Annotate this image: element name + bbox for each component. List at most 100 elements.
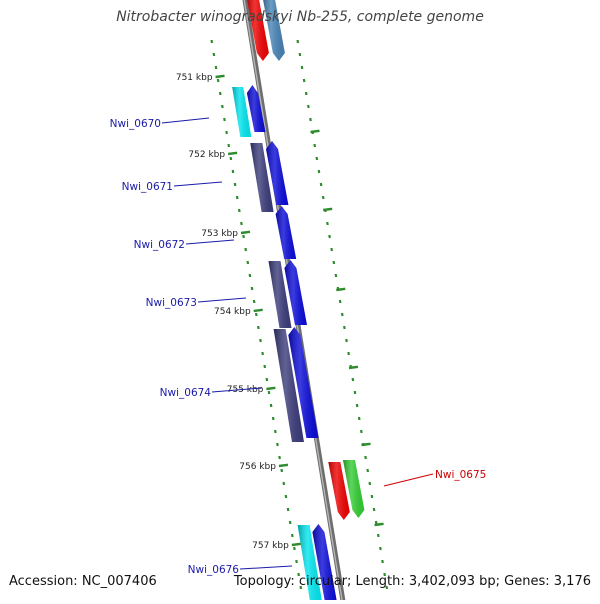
scale-dot-left <box>282 481 286 486</box>
scale-dot-right <box>307 104 310 109</box>
scale-dot-right <box>317 169 321 174</box>
scale-dot-right <box>309 117 312 122</box>
gene-block-shade-14 <box>312 524 338 604</box>
scale-tick-major <box>227 151 238 156</box>
scale-dot-right <box>321 195 325 200</box>
scale-dot-left <box>257 325 260 330</box>
gene-block-shade-10 <box>288 327 319 438</box>
scale-dot-left <box>252 299 256 304</box>
scale-tick-label: 756 kbp <box>239 462 276 472</box>
scale-dot-right <box>334 273 338 278</box>
labels-group: 751 kbp 752 kbp 753 kbp 754 kbp 755 kbp 756 k… <box>110 73 487 576</box>
scale-dot-left <box>280 468 284 473</box>
scale-dot-right <box>298 52 302 57</box>
scale-dot-right <box>374 520 378 525</box>
scale-dot-right <box>351 377 355 382</box>
gene-block-shade-13 <box>297 525 323 604</box>
scale-tick-major-right <box>336 287 346 292</box>
scale-dot-left <box>265 377 269 382</box>
scale-dot-right <box>296 39 300 44</box>
scale-dot-right <box>304 91 308 96</box>
scale-dot-left <box>250 286 254 291</box>
gene-label-leader <box>239 565 293 570</box>
gene-block-shade-0 <box>247 0 269 61</box>
gene-label: Nwi_0676 <box>188 564 240 576</box>
scale-dot-right <box>376 533 380 538</box>
scale-dot-right <box>319 182 323 187</box>
scale-dot-right <box>330 247 334 252</box>
gene-label: Nwi_0673 <box>146 297 197 309</box>
scale-dot-left <box>233 182 237 187</box>
scale-tick-major-right <box>361 442 371 447</box>
scale-dot-left <box>271 416 275 421</box>
gene-label-leader <box>173 181 223 187</box>
scale-dot-right <box>343 325 346 330</box>
scale-tick-major <box>291 542 301 547</box>
scale-dot-right <box>326 221 329 226</box>
gene-block-shade-3 <box>246 85 266 132</box>
scale-dot-left <box>221 104 224 109</box>
scale-dot-left <box>225 130 228 135</box>
scale-dot-right <box>355 403 359 408</box>
gene-block-shade-11 <box>328 462 350 520</box>
scale-dot-left <box>269 403 273 408</box>
gene-block-shade-1 <box>263 0 285 61</box>
scale-dot-left <box>240 221 243 226</box>
gene-block-shade-12 <box>343 460 365 518</box>
gene-block-shade-4 <box>250 143 274 212</box>
accession-text: Accession: NC_007406 <box>9 574 157 589</box>
gene-label: Nwi_0672 <box>134 239 185 251</box>
gene-block-shade-8 <box>284 260 307 325</box>
scale-dot-left <box>261 351 264 356</box>
scale-dot-left <box>284 494 288 499</box>
scale-dot-right <box>340 312 344 317</box>
topology-text: Topology: circular; Length: 3,402,093 bp… <box>233 574 591 589</box>
scale-dot-right <box>313 143 317 148</box>
scale-tick-label: 751 kbp <box>176 73 213 83</box>
scale-dot-left <box>248 273 252 278</box>
scale-tick-major-right <box>323 207 333 212</box>
gene-label-leader <box>197 297 247 303</box>
scale-dot-left <box>293 546 296 551</box>
scale-dot-left <box>290 533 294 538</box>
scale-dot-right <box>381 559 384 564</box>
scale-dot-left <box>242 234 245 239</box>
scale-dot-right <box>315 156 319 161</box>
scale-dot-right <box>300 65 304 70</box>
scale-dot-left <box>286 507 290 512</box>
scale-tick-major-right <box>310 129 320 134</box>
scale-tick-major <box>278 463 289 468</box>
scale-tick-major <box>240 230 251 235</box>
scale-dot-left <box>227 143 231 148</box>
scale-dot-left <box>288 520 292 525</box>
scale-dot-left <box>299 585 303 590</box>
scale-dot-right <box>345 338 348 343</box>
scale-dot-right <box>379 546 382 551</box>
scale-dot-right <box>353 390 357 395</box>
scale-dot-right <box>302 78 306 83</box>
scale-dot-left <box>218 91 222 96</box>
scale-dot-right <box>328 234 331 239</box>
scale-dot-left <box>237 208 241 213</box>
scale-dot-left <box>223 117 226 122</box>
scale-tick-label: 754 kbp <box>214 307 251 317</box>
scale-tick-label: 753 kbp <box>201 229 238 239</box>
scale-dot-right <box>360 429 363 434</box>
gene-label: Nwi_0675 <box>435 469 486 481</box>
scale-dot-left <box>214 65 218 70</box>
scale-tick-label: 755 kbp <box>227 385 264 395</box>
scale-dot-left <box>263 364 267 369</box>
gene-label: Nwi_0674 <box>160 387 212 399</box>
scale-tick-major-right <box>348 365 359 370</box>
scale-dot-right <box>347 351 350 356</box>
scale-dot-right <box>366 468 370 473</box>
scale-dot-left <box>235 195 239 200</box>
gene-block-shade-9 <box>273 329 304 442</box>
scale-dot-right <box>383 572 386 577</box>
gene-block-shade-5 <box>266 141 289 205</box>
scale-dot-right <box>338 299 342 304</box>
scale-dot-left <box>254 312 258 317</box>
scale-tick-major <box>266 386 276 391</box>
scale-tick-major <box>215 74 225 79</box>
